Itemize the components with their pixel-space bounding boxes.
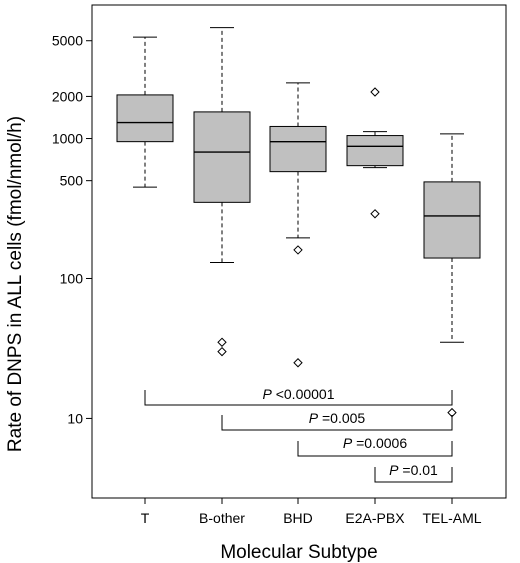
box	[193, 111, 251, 203]
y-tick-label: 10	[67, 410, 83, 426]
box	[269, 125, 327, 173]
y-tick-label: 500	[60, 173, 84, 189]
y-tick-label: 1000	[52, 131, 83, 147]
outlier-point	[370, 209, 380, 219]
y-axis-title: Rate of DNPS in ALL cells (fmol/nmol/h)	[5, 116, 26, 452]
p-symbol: P	[343, 435, 353, 451]
p-value-label: P =0.0006	[343, 435, 407, 451]
p-value-label: P =0.01	[389, 462, 438, 478]
p-symbol: P	[389, 462, 399, 478]
bracket-line	[144, 390, 453, 406]
outlier-point	[293, 245, 303, 255]
significance-bracket: P =0.005	[221, 410, 453, 431]
p-symbol: P	[262, 386, 272, 402]
x-tick-label: TEL-AML	[422, 510, 481, 526]
significance-bracket: P <0.00001	[144, 386, 453, 406]
box-group	[116, 36, 174, 188]
p-value: <0.00001	[272, 386, 335, 402]
p-value-label: P <0.00001	[262, 386, 334, 402]
x-tick-label: B-other	[199, 510, 245, 526]
bracket-line	[221, 415, 453, 431]
p-value-label: P =0.005	[309, 410, 366, 426]
significance-bracket: P =0.0006	[297, 435, 453, 457]
p-symbol: P	[309, 410, 319, 426]
box-group	[193, 27, 251, 357]
outlier-point	[293, 358, 303, 368]
bracket-line	[297, 441, 453, 457]
outlier-point	[217, 346, 227, 357]
box-group	[269, 82, 327, 368]
significance-bracket: P =0.01	[374, 462, 453, 483]
y-tick-label: 5000	[52, 33, 83, 49]
box	[346, 135, 404, 167]
y-tick-label: 2000	[52, 88, 83, 104]
box	[116, 94, 174, 143]
y-tick-label: 100	[60, 270, 84, 286]
x-axis-title: Molecular Subtype	[220, 542, 377, 563]
outlier-point	[370, 87, 380, 97]
x-tick-label: E2A-PBX	[345, 510, 405, 526]
bracket-line	[374, 467, 453, 483]
box	[423, 181, 481, 259]
box-group	[346, 87, 404, 219]
box-group	[423, 133, 481, 418]
outlier-point	[217, 337, 227, 347]
x-tick-label: BHD	[283, 510, 313, 526]
p-value: =0.0006	[352, 435, 407, 451]
x-tick-label: T	[141, 510, 150, 526]
p-value: =0.01	[399, 462, 439, 478]
plot-frame	[91, 4, 507, 499]
p-value: =0.005	[318, 410, 365, 426]
